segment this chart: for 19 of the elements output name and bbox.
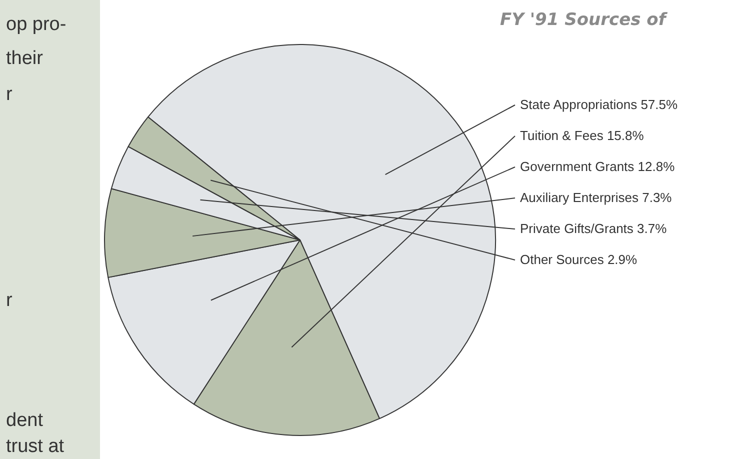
data-label: 12.8% [638, 159, 675, 174]
text: trust at [6, 436, 64, 458]
slice-label: Private Gifts/Grants [520, 221, 634, 236]
slice-label: Tuition & Fees [520, 128, 604, 143]
data-label: 3.7% [637, 221, 667, 236]
data-label: 57.5% [640, 97, 678, 112]
slice-label: State Appropriations [520, 97, 638, 112]
text: r [6, 290, 12, 312]
text: dent [6, 410, 43, 432]
text: r [6, 84, 12, 106]
text: their [6, 48, 43, 70]
data-label: 2.9% [607, 252, 638, 267]
slice-label: Auxiliary Enterprises [520, 190, 638, 205]
text: op pro- [6, 14, 66, 36]
slice-label: Other Sources [520, 252, 604, 267]
slice-label: Government Grants [520, 159, 634, 174]
chart-title: FY '91 Sources of [500, 10, 666, 30]
data-label: 15.8% [606, 128, 644, 143]
data-label: 7.3% [642, 190, 672, 205]
